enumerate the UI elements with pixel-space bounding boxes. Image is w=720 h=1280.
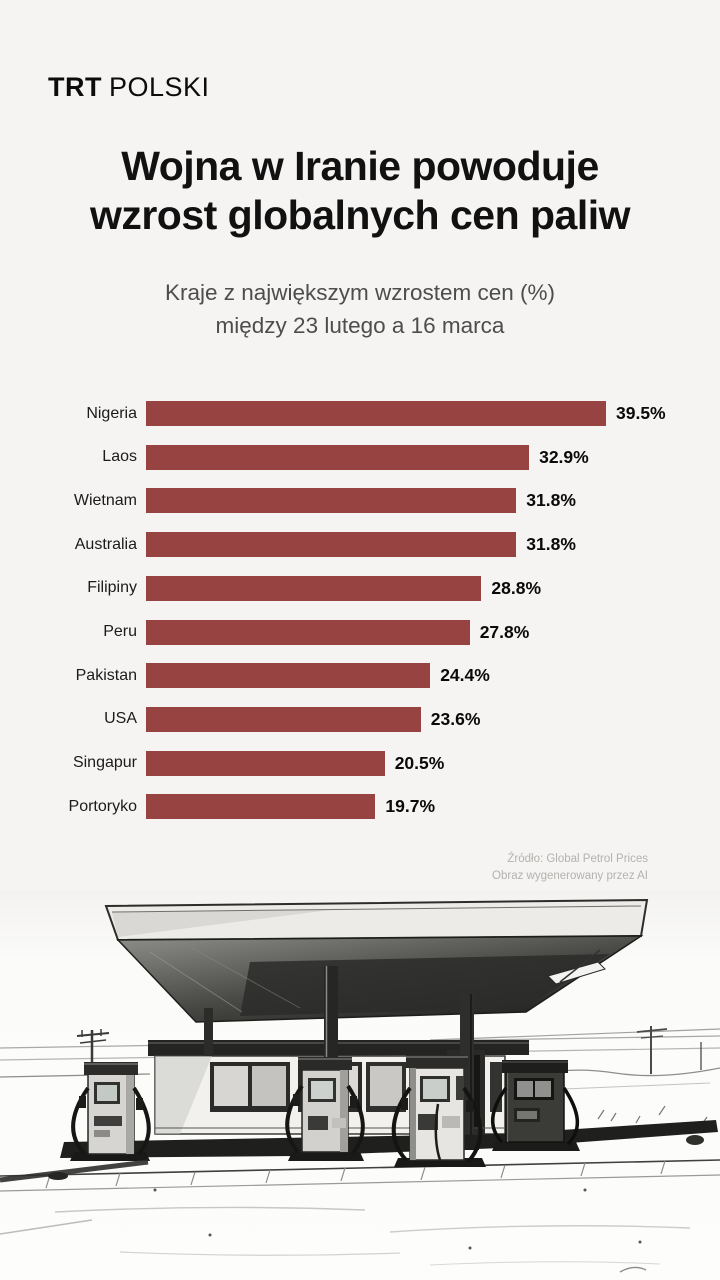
bar: [146, 619, 470, 645]
bar-label: Peru: [103, 623, 137, 640]
bar-chart: Nigeria 39.5% Laos 32.9% Wietnam 31.8% Austral…: [0, 401, 720, 837]
bar: [146, 488, 517, 514]
bar-value: 19.7%: [385, 796, 436, 817]
source-credit: Źródło: Global Petrol Prices Obraz wygen…: [492, 851, 648, 885]
bar-label: Nigeria: [86, 404, 137, 422]
chart-row: Laos 32.9%: [0, 444, 720, 470]
bar: [146, 663, 431, 689]
bar-label: Singapur: [72, 754, 137, 772]
bar-label: Australia: [74, 535, 137, 553]
title-line-1: Wojna w Iranie powoduje: [121, 143, 599, 189]
bar-value: 39.5%: [616, 403, 666, 423]
trt-polski-logo: TRT POLSKI: [48, 72, 210, 103]
chart-row: Portoryko 19.7%: [0, 794, 720, 820]
chart-row: Pakistan 24.4%: [0, 663, 720, 689]
bar-value: 20.5%: [394, 752, 445, 773]
chart-row: Nigeria 39.5%: [0, 401, 720, 426]
subtitle-line-1: Kraje z największym wzrostem cen (%): [164, 280, 556, 305]
subtitle-line-2: między 23 lutego a 16 marca: [215, 313, 505, 338]
fuel-pump-1: [70, 1062, 151, 1161]
bar-label: USA: [104, 710, 137, 728]
source-line-1: Źródło: Global Petrol Prices: [507, 853, 648, 865]
rock: [686, 1135, 704, 1145]
chart-row: Peru 27.8%: [0, 619, 720, 645]
bar-value: 23.6%: [430, 708, 481, 729]
bar: [146, 532, 517, 558]
bar: [146, 401, 606, 426]
bar: [146, 750, 385, 776]
bar-value: 24.4%: [440, 665, 490, 686]
fuel-pump-3: [391, 1055, 486, 1167]
bar-label: Portoryko: [68, 797, 137, 815]
logo-trt: TRT: [48, 72, 102, 102]
gas-station-illustration: [0, 898, 720, 1273]
bar-value: 31.8%: [526, 534, 576, 555]
title-line-2: wzrost globalnych cen paliw: [89, 192, 631, 238]
bar-value: 31.8%: [526, 490, 576, 511]
chart-row: Filipiny 28.8%: [0, 575, 720, 601]
canopy: [104, 898, 649, 1023]
chart-row: USA 23.6%: [0, 706, 720, 732]
illustration-container: [0, 890, 720, 1280]
chart-subtitle: Kraje z największym wzrostem cen (%) mię…: [0, 276, 720, 342]
bar: [146, 706, 421, 732]
chart-row: Wietnam 31.8%: [0, 488, 720, 514]
bar-value: 32.9%: [539, 446, 589, 467]
fuel-pump-2: [285, 1057, 365, 1161]
bar: [146, 575, 482, 601]
chart-row: Singapur 20.5%: [0, 750, 720, 776]
logo-polski: POLSKI: [108, 72, 210, 102]
bar: [146, 444, 530, 470]
bar-value: 27.8%: [479, 621, 530, 642]
bar-label: Wietnam: [73, 491, 137, 509]
source-line-2: Obraz wygenerowany przez AI: [492, 870, 648, 882]
bar-label: Laos: [102, 448, 137, 466]
sidewalk-curb: [0, 1159, 720, 1192]
power-pole-right: [636, 1026, 702, 1074]
bar-label: Filipiny: [87, 579, 137, 597]
ground-shadow: [60, 1120, 718, 1158]
page-title: Wojna w Iranie powoduje wzrost globalnyc…: [0, 142, 720, 240]
foreground: [0, 1135, 704, 1273]
chart-row: Australia 31.8%: [0, 532, 720, 558]
bar-value: 28.8%: [491, 577, 542, 598]
fuel-pump-4: [490, 1060, 580, 1151]
bar: [146, 794, 376, 820]
bar-label: Pakistan: [75, 666, 137, 684]
